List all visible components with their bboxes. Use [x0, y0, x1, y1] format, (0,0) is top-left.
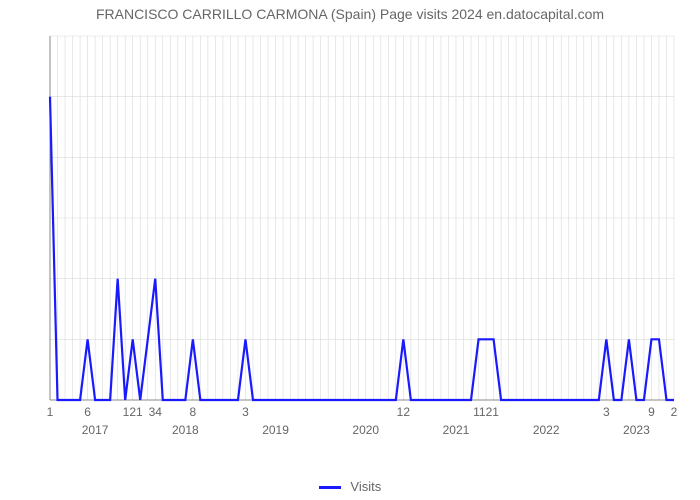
- svg-text:3: 3: [242, 405, 249, 419]
- svg-text:121: 121: [123, 405, 143, 419]
- svg-text:2021: 2021: [443, 423, 470, 437]
- svg-text:2023: 2023: [623, 423, 650, 437]
- svg-text:2022: 2022: [533, 423, 560, 437]
- svg-text:34: 34: [149, 405, 163, 419]
- svg-text:2017: 2017: [82, 423, 109, 437]
- legend-label: Visits: [350, 479, 381, 494]
- legend-swatch: [319, 486, 341, 489]
- chart-title: FRANCISCO CARRILLO CARMONA (Spain) Page …: [0, 0, 700, 22]
- chart-legend: Visits: [0, 479, 700, 494]
- svg-text:2020: 2020: [352, 423, 379, 437]
- svg-text:6: 6: [84, 405, 91, 419]
- svg-text:12: 12: [397, 405, 411, 419]
- svg-text:2019: 2019: [262, 423, 289, 437]
- svg-text:8: 8: [189, 405, 196, 419]
- svg-text:3: 3: [603, 405, 610, 419]
- visits-chart: 0123456161213483121121392201720182019202…: [40, 30, 680, 450]
- svg-text:1121: 1121: [473, 405, 499, 419]
- svg-text:9: 9: [648, 405, 655, 419]
- svg-text:2018: 2018: [172, 423, 199, 437]
- svg-text:2: 2: [671, 405, 678, 419]
- svg-text:1: 1: [47, 405, 54, 419]
